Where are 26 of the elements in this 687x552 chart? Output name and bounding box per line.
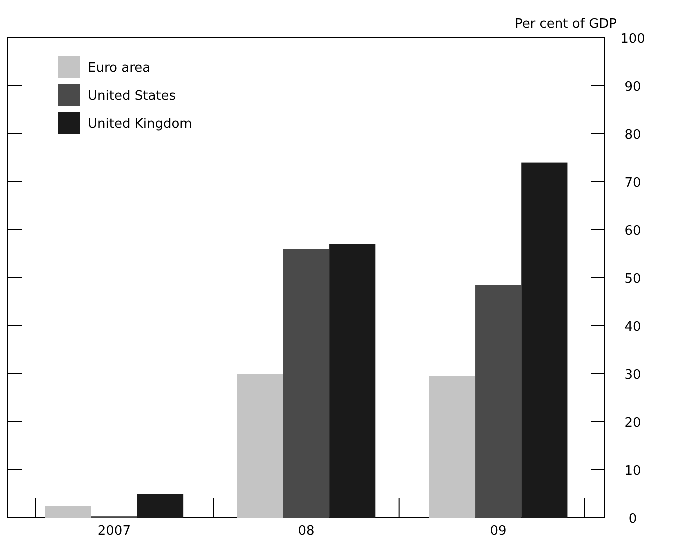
x-tick-label: 08 bbox=[298, 524, 315, 539]
legend-label: United Kingdom bbox=[88, 117, 192, 132]
y-tick-label: 10 bbox=[624, 464, 642, 479]
y-tick-label: 40 bbox=[624, 320, 642, 335]
y-tick-label: 90 bbox=[624, 80, 642, 95]
legend-label: United States bbox=[88, 89, 176, 104]
y-tick-label: 100 bbox=[620, 32, 646, 47]
y-tick-label: 70 bbox=[624, 176, 642, 191]
x-tick-label: 09 bbox=[490, 524, 507, 539]
y-tick-label: 0 bbox=[628, 512, 638, 527]
y-tick-label: 20 bbox=[624, 416, 642, 431]
legend-label: Euro area bbox=[88, 61, 151, 76]
bar bbox=[330, 244, 376, 518]
bar bbox=[137, 494, 184, 518]
bar bbox=[237, 374, 284, 518]
x-tick-label: 2007 bbox=[98, 524, 131, 539]
bar bbox=[429, 376, 476, 518]
bar bbox=[283, 249, 330, 518]
y-axis-title: Per cent of GDP bbox=[514, 17, 618, 32]
y-tick-label: 50 bbox=[624, 272, 642, 287]
bar bbox=[522, 162, 568, 518]
bar bbox=[45, 506, 92, 518]
y-tick-label: 80 bbox=[624, 128, 642, 143]
y-tick-label: 30 bbox=[624, 368, 642, 383]
y-tick-label: 60 bbox=[624, 224, 642, 239]
bar bbox=[476, 285, 522, 518]
